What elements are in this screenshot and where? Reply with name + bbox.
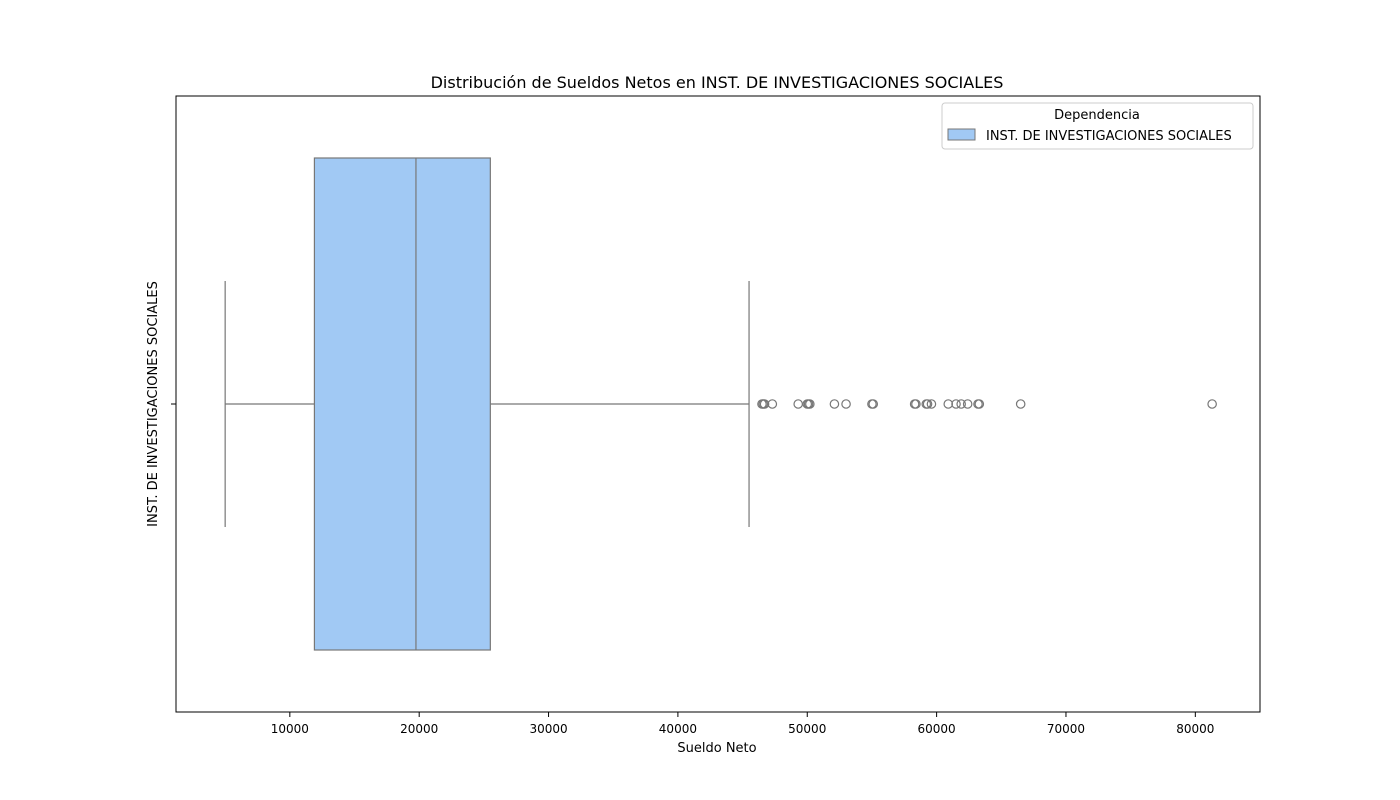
outlier-point — [922, 399, 933, 409]
outlier-point — [956, 399, 966, 409]
x-tick-label: 80000 — [1176, 722, 1214, 736]
x-tick-label: 10000 — [271, 722, 309, 736]
outlier-point — [759, 399, 770, 409]
x-axis-label: Sueldo Neto — [677, 741, 756, 756]
x-tick-label: 20000 — [400, 722, 438, 736]
outlier-point — [841, 399, 851, 409]
outlier-point — [926, 399, 937, 409]
outlier-point — [951, 399, 961, 409]
legend: Dependencia INST. DE INVESTIGACIONES SOC… — [941, 102, 1254, 150]
iqr-box — [313, 157, 491, 651]
outliers — [757, 399, 1217, 409]
x-tick-label: 50000 — [788, 722, 826, 736]
outlier-point — [829, 399, 840, 409]
legend-swatch — [947, 128, 976, 141]
y-axis-label: INST. DE INVESTIGACIONES SOCIALES — [146, 281, 161, 527]
outlier-point — [943, 399, 954, 409]
x-axis: 10000 20000 30000 40000 50000 60000 70000 80000 — [271, 712, 1214, 736]
outlier-point — [1207, 399, 1217, 409]
x-tick-label: 60000 — [918, 722, 956, 736]
outlier-point — [805, 399, 815, 409]
legend-title: Dependencia — [1054, 108, 1140, 123]
outlier-point — [793, 399, 804, 409]
outlier-point — [767, 399, 778, 409]
outlier-point — [1015, 399, 1026, 409]
x-tick-label: 30000 — [529, 722, 567, 736]
plot-area — [175, 95, 1261, 713]
chart-title: Distribución de Sueldos Netos en INST. D… — [431, 73, 1004, 92]
legend-frame — [941, 102, 1254, 150]
box-group — [224, 157, 750, 651]
outlier-point — [962, 399, 973, 409]
x-tick-label: 40000 — [659, 722, 697, 736]
legend-entry-label: INST. DE INVESTIGACIONES SOCIALES — [986, 129, 1232, 144]
outlier-point — [868, 399, 879, 409]
outlier-point — [911, 399, 921, 409]
x-tick-label: 70000 — [1047, 722, 1085, 736]
outlier-point — [974, 399, 985, 409]
